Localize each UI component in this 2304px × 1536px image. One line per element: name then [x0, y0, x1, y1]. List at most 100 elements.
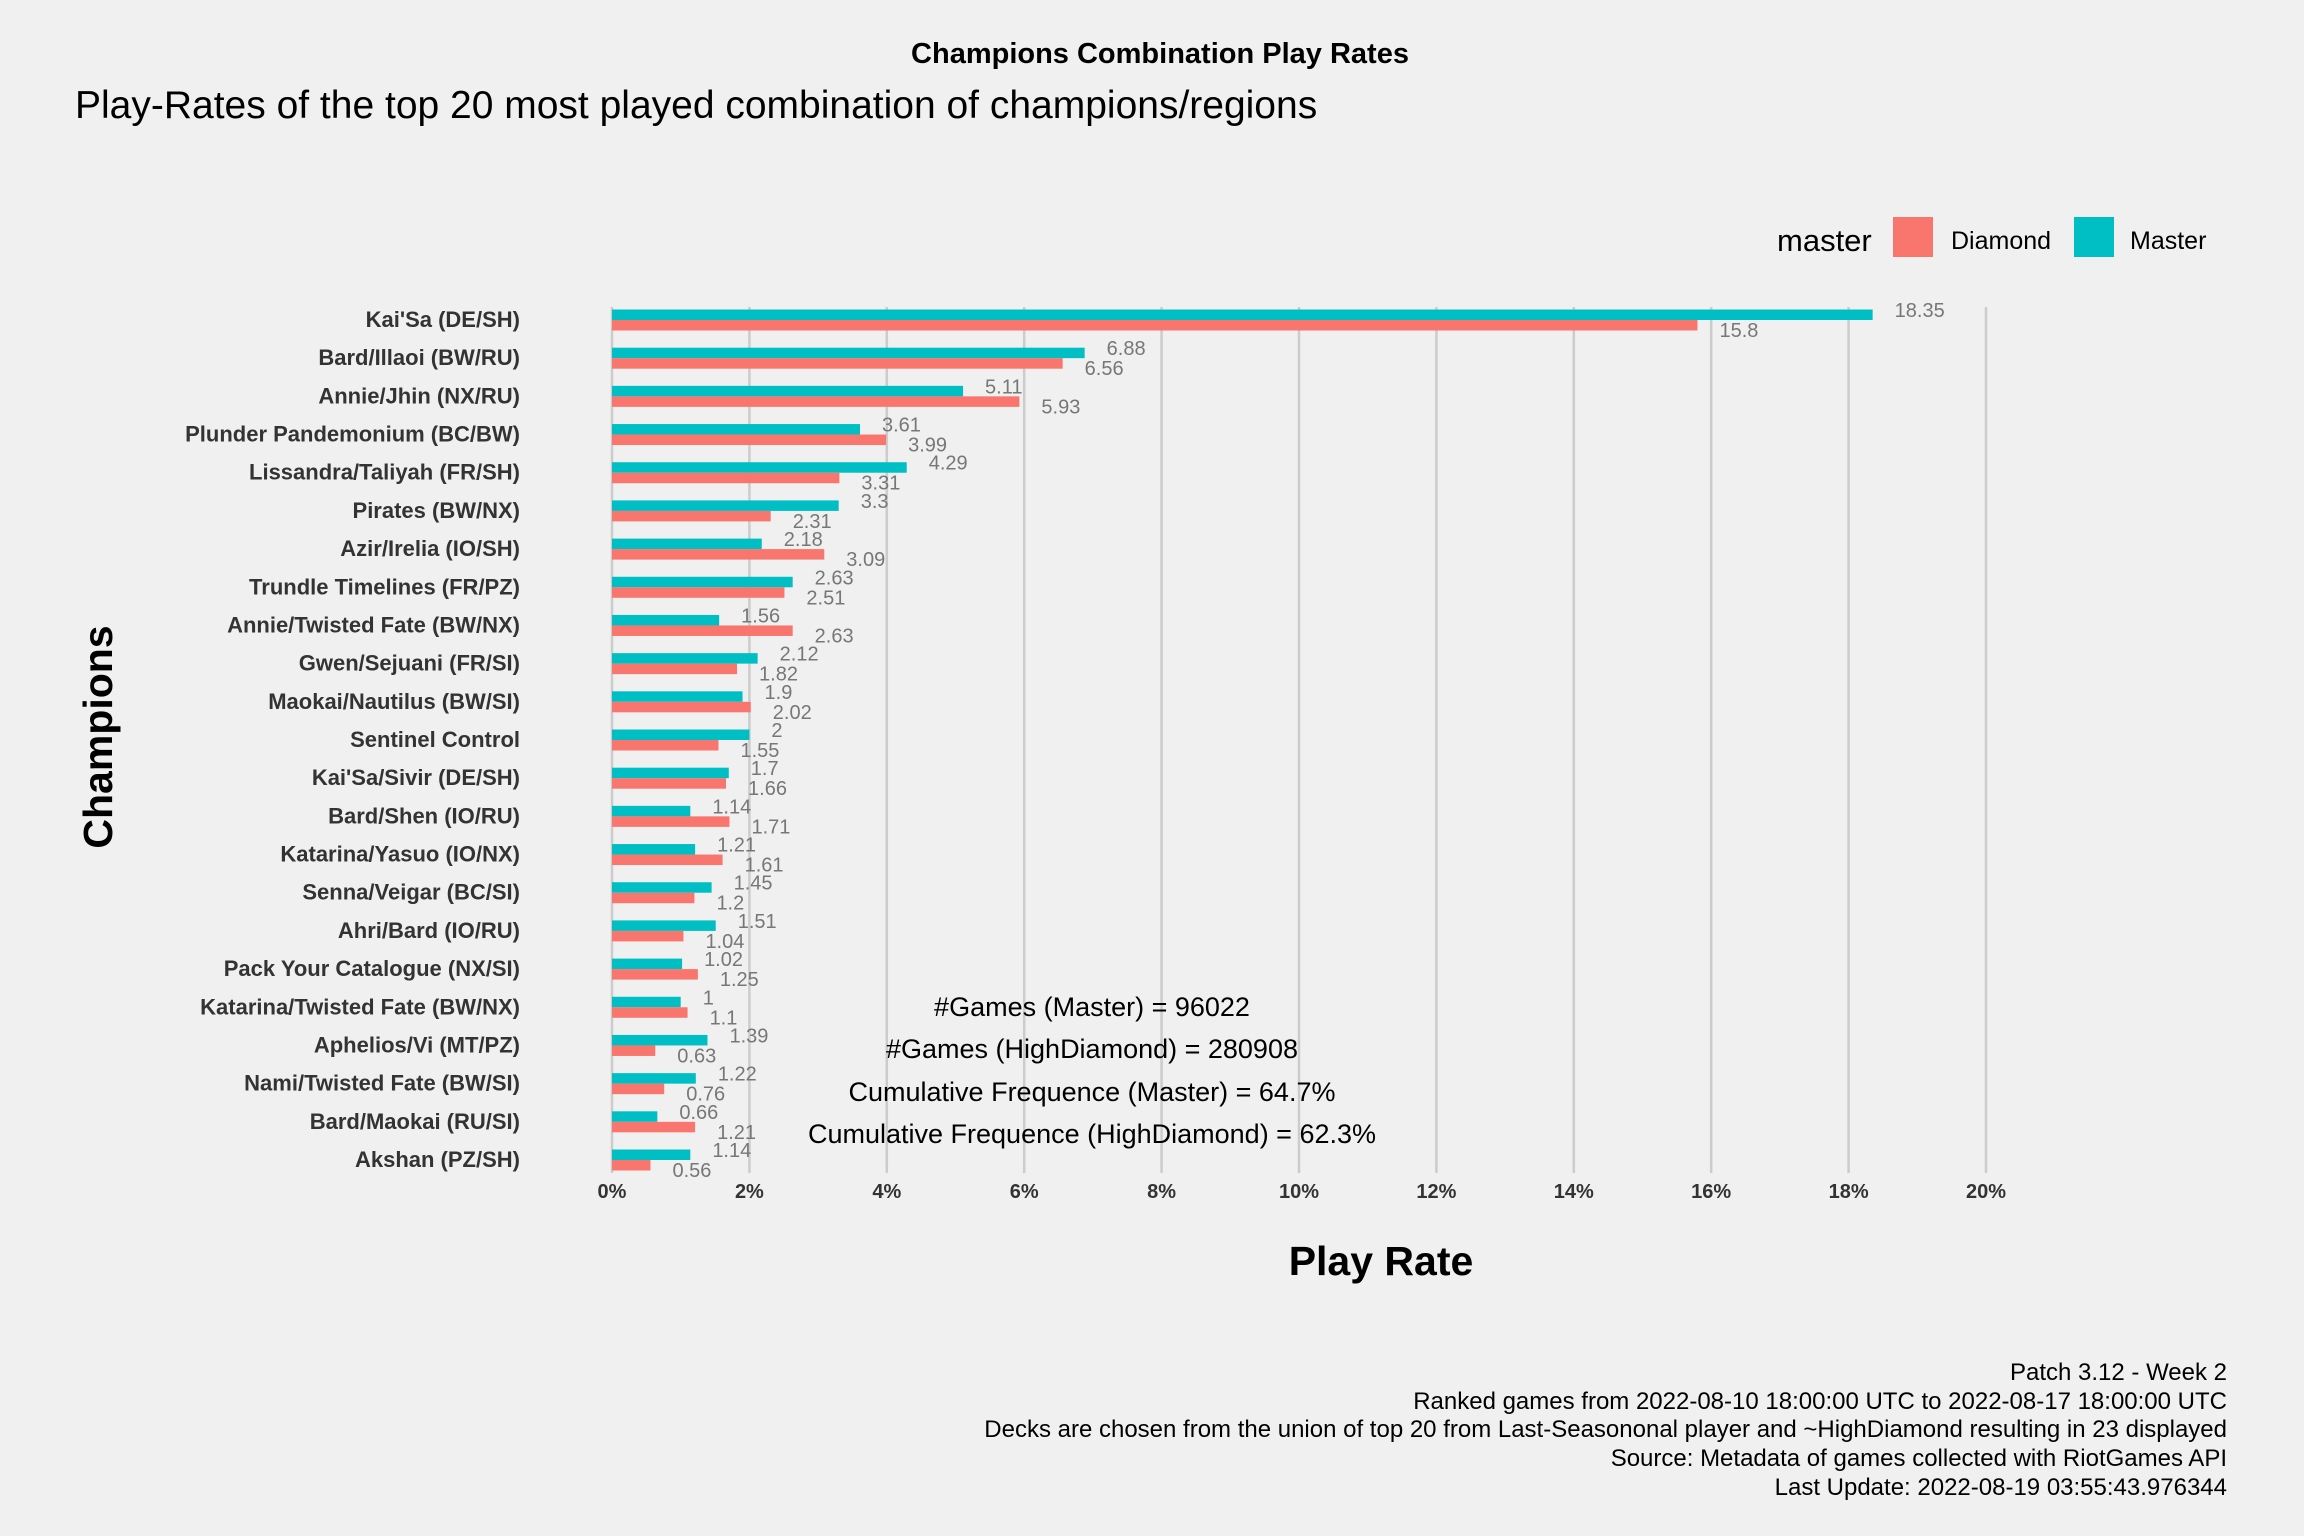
bar-diamond	[612, 435, 886, 446]
value-label-master: 6.88	[1107, 338, 1146, 360]
caption-line-2: Ranked games from 2022-08-10 18:00:00 UT…	[1413, 1388, 2227, 1415]
value-label-master: 2.18	[784, 529, 823, 551]
legend-swatch-diamond	[1893, 217, 1933, 257]
bar-master	[612, 691, 743, 702]
y-tick-label: Nami/Twisted Fate (BW/SI)	[244, 1071, 520, 1096]
bar-master	[612, 310, 1873, 321]
y-tick-label: Pack Your Catalogue (NX/SI)	[224, 956, 520, 981]
value-label-diamond: 0.63	[677, 1045, 716, 1067]
value-label-master: 0.66	[679, 1102, 718, 1124]
bar-diamond	[612, 893, 694, 904]
bar-master	[612, 462, 907, 473]
bar-master	[612, 424, 860, 435]
x-tick-label: 14%	[1554, 1181, 1594, 1203]
bar-master	[612, 730, 749, 741]
legend-label-master: Master	[2130, 227, 2206, 255]
y-tick-label: Pirates (BW/NX)	[353, 498, 520, 523]
bar-master	[612, 653, 758, 664]
bar-diamond	[612, 969, 698, 980]
y-tick-label: Ahri/Bard (IO/RU)	[338, 918, 520, 943]
y-tick-label: Aphelios/Vi (MT/PZ)	[314, 1032, 520, 1057]
chart-root: Champions Combination Play Rates Play-Ra…	[0, 0, 2304, 1536]
bar-master	[612, 920, 716, 931]
bar-diamond	[612, 1160, 650, 1171]
legend-label-diamond: Diamond	[1951, 227, 2051, 255]
bar-master	[612, 1150, 690, 1161]
value-label-master: 1.39	[729, 1025, 768, 1047]
bar-master	[612, 1111, 657, 1122]
value-label-master: 1.9	[765, 682, 793, 704]
legend-swatch-master	[2074, 217, 2114, 257]
value-label-master: 5.11	[985, 376, 1022, 398]
y-tick-label: Lissandra/Taliyah (FR/SH)	[249, 460, 520, 485]
bar-master	[612, 1035, 707, 1046]
bar-diamond	[612, 855, 723, 866]
value-label-master: 2.63	[815, 567, 854, 589]
x-tick-label: 18%	[1829, 1181, 1869, 1203]
bar-master	[612, 997, 681, 1008]
y-tick-label: Kai'Sa/Sivir (DE/SH)	[312, 765, 520, 790]
caption-line-3: Decks are chosen from the union of top 2…	[984, 1416, 2227, 1443]
x-tick-label: 6%	[1010, 1181, 1039, 1203]
y-tick-label: Kai'Sa (DE/SH)	[366, 307, 520, 332]
y-tick-label: Senna/Veigar (BC/SI)	[302, 880, 520, 905]
value-label-master: 1.14	[712, 1140, 751, 1162]
x-tick-label: 20%	[1966, 1181, 2006, 1203]
bar-diamond	[612, 320, 1697, 331]
chart-title: Champions Combination Play Rates	[911, 38, 1409, 70]
bar-master	[612, 959, 682, 970]
bar-diamond	[612, 587, 784, 598]
x-tick-label: 10%	[1279, 1181, 1319, 1203]
y-tick-label: Akshan (PZ/SH)	[355, 1147, 520, 1172]
x-tick-labels: 0% 2% 4% 6% 8% 10% 12% 14% 16% 18% 20%	[598, 1181, 2007, 1203]
bar-master	[612, 539, 762, 550]
annotations: #Games (Master) = 96022 #Games (HighDiam…	[808, 992, 1376, 1149]
value-label-master: 1.14	[712, 796, 751, 818]
annotation-cumfreq-master: Cumulative Frequence (Master) = 64.7%	[849, 1077, 1336, 1107]
value-labels: 18.3515.86.886.565.115.933.613.994.293.3…	[672, 300, 1944, 1182]
y-tick-label: Bard/Illaoi (BW/RU)	[318, 345, 520, 370]
x-tick-label: 0%	[598, 1181, 627, 1203]
caption-line-1: Patch 3.12 - Week 2	[2010, 1359, 2227, 1386]
y-axis-title: Champions	[75, 625, 121, 848]
value-label-master: 3.61	[882, 415, 921, 437]
value-label-diamond: 1.71	[751, 816, 790, 838]
x-tick-label: 4%	[872, 1181, 901, 1203]
value-label-diamond: 5.93	[1041, 396, 1080, 418]
value-label-diamond: 1.66	[748, 778, 787, 800]
value-label-master: 4.29	[929, 453, 968, 475]
x-tick-label: 16%	[1691, 1181, 1731, 1203]
y-tick-label: Katarina/Yasuo (IO/NX)	[280, 842, 520, 867]
caption-line-5: Last Update: 2022-08-19 03:55:43.976344	[1775, 1474, 2227, 1501]
value-label-diamond: 1.25	[720, 969, 759, 991]
bar-diamond	[612, 931, 683, 942]
bar-master	[612, 348, 1085, 359]
value-label-master: 2	[771, 720, 782, 742]
value-label-master: 1.51	[738, 911, 777, 933]
value-label-master: 1.7	[751, 758, 779, 780]
value-label-master: 1	[703, 987, 714, 1009]
y-tick-label: Gwen/Sejuani (FR/SI)	[299, 651, 520, 676]
value-label-master: 1.45	[734, 873, 773, 895]
bar-master	[612, 386, 963, 397]
bar-master	[612, 1073, 696, 1084]
chart-subtitle: Play-Rates of the top 20 most played com…	[75, 84, 1317, 127]
annotation-games-master: #Games (Master) = 96022	[934, 992, 1250, 1022]
y-tick-label: Annie/Jhin (NX/RU)	[318, 383, 520, 408]
bar-diamond	[612, 778, 726, 789]
bar-diamond	[612, 702, 751, 713]
value-label-master: 3.3	[861, 491, 889, 513]
bar-chart: Champions Combination Play Rates Play-Ra…	[0, 0, 2304, 1536]
value-label-master: 1.21	[717, 835, 756, 857]
annotation-games-highdiamond: #Games (HighDiamond) = 280908	[886, 1034, 1298, 1064]
value-label-diamond: 15.8	[1719, 320, 1758, 342]
bar-diamond	[612, 358, 1063, 369]
y-tick-label: Annie/Twisted Fate (BW/NX)	[227, 612, 520, 637]
y-tick-label: Azir/Irelia (IO/SH)	[340, 536, 520, 561]
bar-diamond	[612, 740, 718, 751]
x-tick-label: 12%	[1416, 1181, 1456, 1203]
x-axis-title: Play Rate	[1289, 1238, 1474, 1284]
value-label-diamond: 0.56	[672, 1160, 711, 1182]
y-tick-label: Plunder Pandemonium (BC/BW)	[185, 422, 520, 447]
legend-title: master	[1777, 223, 1872, 258]
